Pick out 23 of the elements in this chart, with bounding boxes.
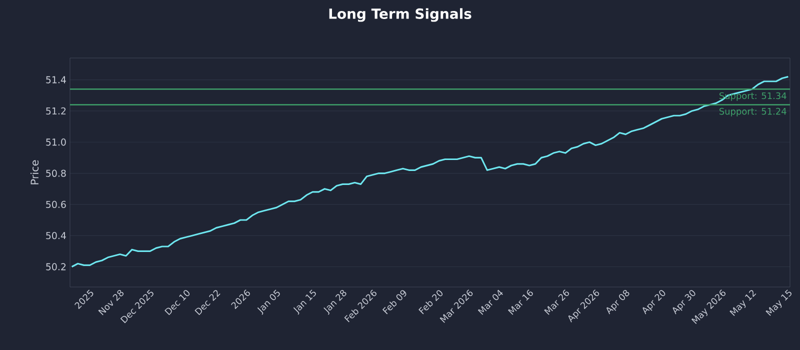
- y-tick-label: 51.4: [46, 76, 66, 84]
- y-tick-label: 50.4: [46, 232, 66, 240]
- x-tick-label: Jan 05: [257, 290, 280, 315]
- chart-title: Long Term Signals: [329, 8, 472, 22]
- x-tick-label: Mar 04: [478, 290, 503, 315]
- y-tick-label: 51.2: [46, 107, 66, 115]
- x-tick-label: Jan 15: [293, 290, 316, 315]
- x-tick-label: Dec 22: [194, 290, 220, 316]
- y-tick-label: 50.6: [46, 200, 66, 208]
- x-tick-label: Apr 20: [642, 290, 666, 314]
- x-tick-label: Feb 09: [382, 290, 406, 314]
- y-axis-title: Price: [30, 160, 39, 184]
- x-tick-label: Dec 10: [164, 290, 190, 316]
- x-tick-label: Mar 26: [544, 290, 569, 315]
- x-tick-label: Jan 28: [324, 290, 346, 315]
- x-tick-label: Apr 30: [672, 290, 696, 314]
- ref-line-label: Support: 51.24: [719, 108, 786, 116]
- y-tick-label: 50.2: [46, 263, 66, 270]
- y-tick-label: 50.8: [46, 170, 66, 177]
- x-tick-label: Feb 20: [418, 290, 443, 314]
- x-tick-label: Apr 08: [606, 290, 630, 314]
- x-tick-label: Mar 16: [508, 290, 533, 315]
- y-tick-label: 51.0: [46, 138, 66, 146]
